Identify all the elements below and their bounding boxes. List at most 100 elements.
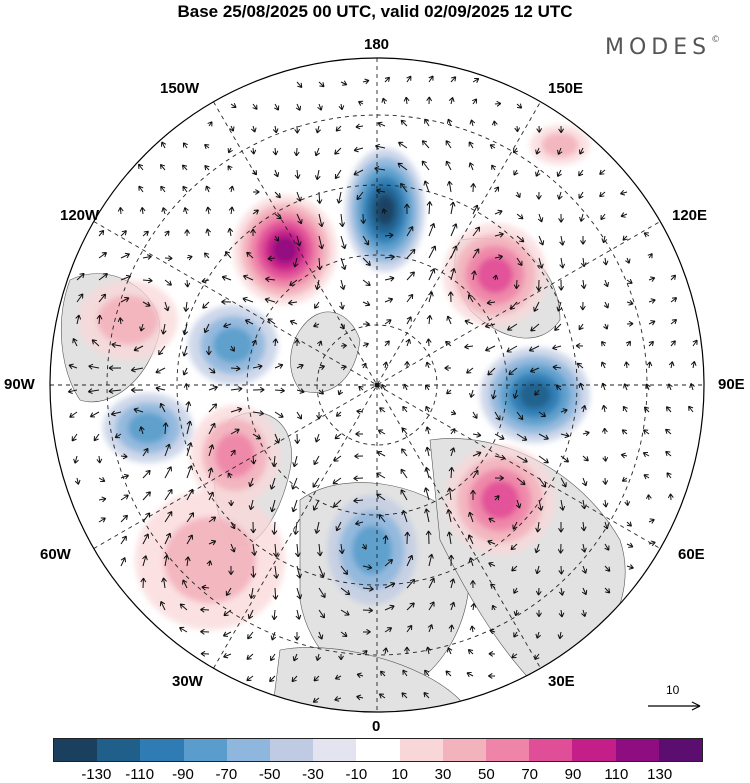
wind-arrow: [356, 408, 364, 415]
wind-arrow: [120, 274, 132, 281]
wind-arrow: [602, 455, 609, 462]
wind-arrow: [489, 144, 496, 150]
wind-arrow: [200, 650, 210, 657]
lon-label-0: 0: [372, 718, 381, 735]
wind-arrow: [486, 299, 496, 306]
wind-arrow: [158, 345, 166, 356]
wind-arrow: [272, 147, 279, 156]
wind-arrow: [98, 273, 108, 281]
colorbar: [53, 738, 703, 762]
wind-arrow: [428, 222, 436, 237]
wind-arrow: [515, 499, 522, 509]
wind-arrow: [665, 406, 672, 413]
wind-arrow: [120, 514, 128, 523]
wind-arrow: [533, 301, 540, 312]
wind-arrow: [516, 455, 528, 463]
wind-arrow: [202, 301, 210, 309]
wind-arrow: [379, 407, 386, 413]
wind-arrow: [228, 565, 234, 575]
wind-arrow: [516, 235, 525, 243]
wind-arrow: [670, 319, 678, 325]
wind-arrow: [667, 383, 673, 391]
wind-arrow: [295, 609, 302, 620]
wind-arrow: [470, 183, 477, 193]
wind-arrow: [489, 628, 496, 635]
wind-arrow: [400, 468, 408, 479]
wind-arrow: [581, 477, 588, 487]
wind-arrow: [397, 162, 408, 171]
wind-arrow: [208, 403, 218, 413]
wind-arrow: [185, 401, 192, 413]
wind-arrow: [667, 493, 674, 501]
wind-arrow: [494, 475, 504, 481]
wind-arrow: [626, 521, 632, 527]
wind-arrow: [511, 653, 518, 659]
wind-arrow: [230, 428, 240, 435]
wind-arrow: [230, 406, 243, 413]
wind-arrow: [381, 384, 387, 391]
wind-arrow: [487, 539, 496, 546]
wind-arrow: [472, 77, 480, 83]
wind-arrow: [375, 143, 386, 150]
wind-arrow: [449, 601, 456, 611]
wind-arrow: [535, 191, 542, 200]
wind-arrow: [296, 191, 302, 202]
wind-arrow: [296, 565, 302, 579]
lon-label-90e: 90E: [718, 376, 745, 393]
wind-arrow: [404, 361, 411, 369]
wind-arrow: [601, 427, 608, 435]
positive-anomaly-contour: [480, 480, 520, 520]
wind-arrow: [648, 320, 656, 326]
wind-arrow: [208, 539, 217, 546]
wind-arrow: [339, 301, 345, 310]
wind-arrow: [494, 411, 501, 421]
wind-arrow: [273, 169, 280, 178]
wind-arrow: [250, 565, 257, 578]
wind-arrow: [494, 186, 500, 193]
wind-arrow: [556, 301, 563, 312]
wind-arrow: [334, 696, 342, 702]
wind-arrow: [142, 469, 151, 479]
wind-arrow: [601, 235, 608, 244]
wind-arrow: [406, 271, 415, 281]
wind-arrow: [648, 518, 655, 524]
wind-arrow: [384, 559, 394, 567]
wind-arrow: [142, 491, 151, 501]
wind-arrow: [247, 631, 254, 640]
wind-arrow: [535, 169, 541, 177]
wind-arrow: [668, 361, 675, 369]
wind-arrow: [406, 226, 414, 237]
wind-arrow: [406, 624, 413, 633]
wind-arrow: [207, 467, 214, 479]
wind-arrow: [142, 533, 150, 545]
wind-arrow: [581, 609, 587, 618]
wind-arrow: [384, 232, 394, 239]
wind-arrow: [494, 254, 503, 260]
wind-arrow: [425, 426, 431, 435]
wind-arrow: [530, 323, 540, 332]
wind-arrow: [382, 361, 389, 369]
wind-arrow: [470, 602, 477, 611]
wind-arrow: [267, 318, 276, 325]
wind-arrow: [362, 257, 371, 266]
wind-arrow: [291, 675, 298, 683]
wind-arrow: [535, 147, 541, 155]
colorbar-cell: [442, 739, 487, 761]
wind-arrow: [384, 582, 396, 589]
wind-arrow: [340, 364, 347, 371]
wind-arrow: [358, 385, 364, 391]
wind-arrow: [272, 125, 279, 134]
wind-arrow: [117, 317, 124, 325]
wind-arrow: [227, 147, 233, 154]
map-border: [49, 57, 705, 713]
wind-arrow: [362, 321, 370, 328]
wind-arrow: [537, 499, 544, 511]
wind-arrow: [186, 442, 193, 457]
positive-anomaly-contour: [476, 256, 514, 294]
wind-arrow: [582, 430, 590, 437]
wind-arrow: [406, 602, 415, 611]
wind-arrow: [445, 140, 452, 149]
wind-arrow: [362, 629, 371, 635]
positive-anomaly-contour: [215, 432, 255, 478]
wind-arrow: [289, 319, 298, 326]
